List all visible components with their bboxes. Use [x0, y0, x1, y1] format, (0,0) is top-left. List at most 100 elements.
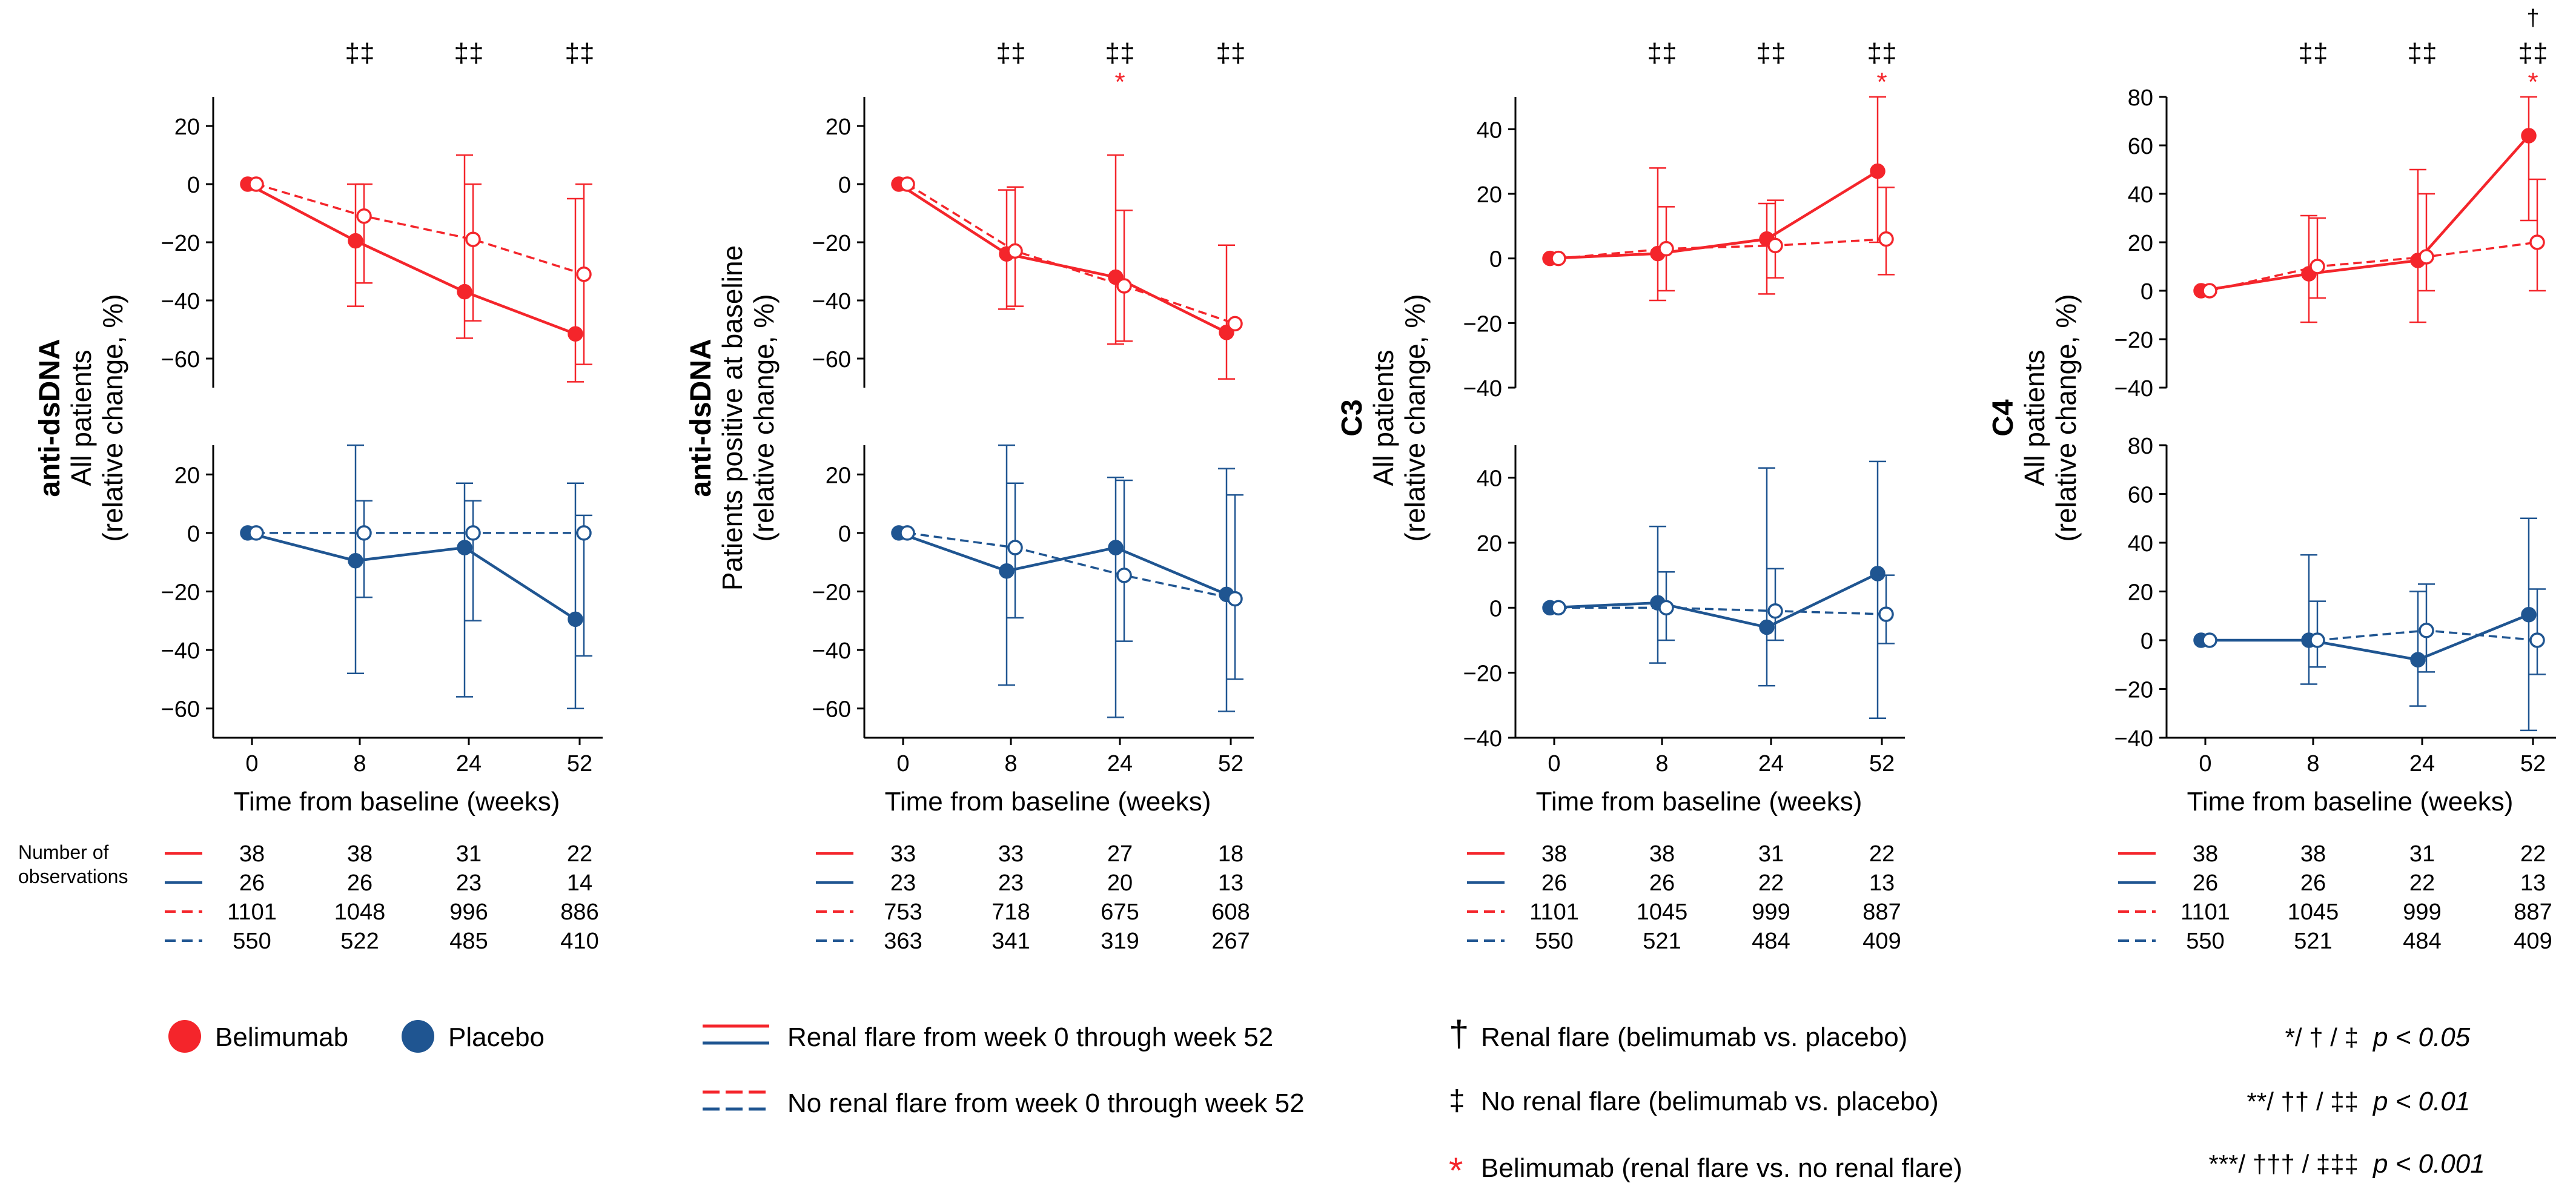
- panel-title: anti-dsDNA: [34, 339, 66, 497]
- top-series-line: [2200, 134, 2530, 293]
- obs-cell: 33: [890, 841, 916, 867]
- xtick-label: 24: [1107, 751, 1133, 777]
- ylabel-line-1: All patients: [1368, 349, 1399, 486]
- obs-cell: 999: [2403, 899, 2441, 925]
- x-axis-title: Time from baseline (weeks): [885, 787, 1211, 816]
- bottom-data-point: [999, 563, 1015, 579]
- sig-symbols-3: ***/ ††† / ‡‡‡: [2208, 1150, 2359, 1178]
- top-data-point: [356, 208, 372, 224]
- bottom-data-point: [348, 553, 363, 569]
- star-mark: *: [2528, 67, 2538, 97]
- top-data-point: [465, 231, 481, 247]
- top-series-line: [907, 183, 1236, 325]
- obs-cell: 38: [347, 841, 372, 867]
- top-ytick-label: −20: [161, 231, 200, 256]
- bottom-ytick-label: −40: [2114, 726, 2153, 752]
- top-ytick-label: 60: [2128, 134, 2153, 159]
- obs-cell: 33: [998, 841, 1024, 867]
- bottom-ytick-label: 40: [2128, 531, 2153, 557]
- significance-mark: ‡‡: [2299, 38, 2328, 68]
- y-axis-title: C4 All patients (relative change, %): [1987, 294, 2082, 542]
- top-ytick-label: 0: [2141, 279, 2153, 305]
- bottom-data-point: [457, 540, 472, 555]
- obs-cell: 484: [1752, 929, 1790, 954]
- bottom-ytick-label: 0: [1489, 596, 1502, 621]
- top-data-point: [2529, 234, 2545, 250]
- significance-mark: ‡‡: [454, 38, 484, 68]
- bottom-ytick-label: 0: [838, 522, 851, 547]
- ylabel-line-2: (relative change, %): [748, 294, 780, 542]
- bottom-data-point: [576, 525, 592, 541]
- bottom-data-point: [465, 525, 481, 541]
- top-data-point: [2202, 283, 2217, 299]
- bottom-data-point: [356, 525, 372, 541]
- obs-cell: 13: [1218, 870, 1243, 896]
- obs-cell: 31: [2409, 841, 2435, 867]
- top-data-point: [348, 233, 363, 249]
- obs-cell: 22: [2409, 870, 2435, 896]
- dagger-mark: †: [2526, 5, 2539, 31]
- obs-cell: 409: [1862, 929, 1901, 954]
- obs-cell: 26: [2193, 870, 2218, 896]
- top-data-point: [2419, 249, 2434, 265]
- obs-label-line-2: observations: [18, 866, 128, 887]
- obs-cell: 608: [1211, 899, 1250, 925]
- top-series-line: [1549, 170, 1879, 260]
- top-series-line: [247, 183, 576, 336]
- top-data-point: [568, 326, 583, 342]
- obs-cell: 521: [2294, 929, 2332, 954]
- xtick-label: 0: [896, 751, 909, 777]
- top-ytick-label: 20: [2128, 231, 2153, 256]
- panel-title: C3: [1336, 399, 1368, 436]
- significance-mark: ‡‡: [1867, 38, 1897, 68]
- obs-cell: 14: [567, 870, 592, 896]
- legend-placebo-dot: [402, 1020, 434, 1053]
- significance-mark: ‡‡: [565, 38, 595, 68]
- obs-cell: 13: [2520, 870, 2546, 896]
- obs-cell: 410: [560, 929, 598, 954]
- bottom-data-point: [248, 525, 264, 541]
- bottom-data-point: [1878, 606, 1894, 622]
- bottom-ytick-label: −20: [161, 580, 200, 606]
- obs-cell: 999: [1752, 899, 1790, 925]
- obs-cell: 319: [1101, 929, 1139, 954]
- panel-3: 40 20 0 −20 −40 40 20 0 −20 −40 0 8 24 52 Time from ba…: [1336, 38, 1905, 954]
- top-data-point: [1007, 243, 1023, 259]
- bottom-data-point: [2529, 632, 2545, 648]
- top-data-point: [248, 176, 264, 192]
- y-axis-title: C3 All patients (relative change, %): [1336, 294, 1431, 542]
- significance-mark: ‡‡: [2518, 38, 2548, 68]
- bottom-data-point: [899, 525, 915, 541]
- bottom-data-point: [2309, 632, 2325, 648]
- top-series-line: [2209, 241, 2538, 292]
- legend: Belimumab Placebo Renal flare from week …: [168, 1013, 2485, 1189]
- panel-title: anti-dsDNA: [685, 339, 717, 497]
- obs-cell: 22: [1758, 870, 1784, 896]
- top-data-point: [576, 267, 592, 282]
- top-ytick-label: −20: [2114, 328, 2153, 353]
- top-ytick-label: −60: [812, 347, 851, 373]
- top-data-point: [2309, 259, 2325, 274]
- obs-cell: 550: [2186, 929, 2224, 954]
- obs-label-line-1: Number of: [18, 841, 109, 863]
- xtick-label: 52: [567, 751, 592, 777]
- bottom-series-line: [1558, 606, 1887, 615]
- top-data-point: [1767, 237, 1783, 254]
- x-axis-title: Time from baseline (weeks): [234, 787, 560, 816]
- significance-mark: ‡‡: [1757, 38, 1786, 68]
- x-axis-title: Time from baseline (weeks): [1536, 787, 1862, 816]
- sig-p-3: p < 0.001: [2372, 1149, 2485, 1179]
- obs-cell: 18: [1218, 841, 1243, 867]
- obs-cell: 38: [239, 841, 265, 867]
- star-mark: *: [1114, 67, 1125, 97]
- bottom-ytick-label: −40: [812, 638, 851, 664]
- legend-belimumab-dot: [168, 1020, 201, 1053]
- bottom-series-line: [247, 531, 577, 621]
- obs-cell: 363: [884, 929, 922, 954]
- obs-cell: 27: [1107, 841, 1133, 867]
- top-series-line: [898, 183, 1228, 334]
- obs-cell: 996: [449, 899, 488, 925]
- top-data-point: [1878, 231, 1894, 247]
- panel-2: 20 0 −20 −40 −60 20 0 −20 −40 −60 0 8 24 52 Time from …: [685, 38, 1254, 954]
